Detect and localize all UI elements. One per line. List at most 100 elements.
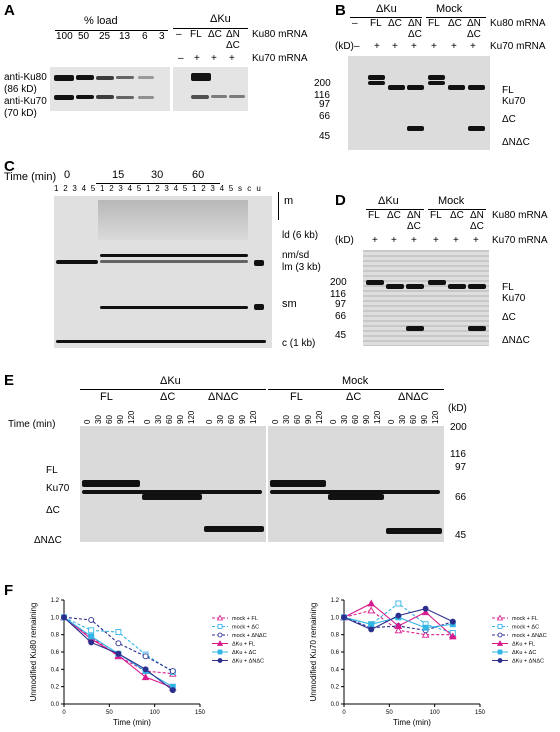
- anti-ku70-label: anti-Ku70: [4, 96, 47, 107]
- chart-ku70-remaining: 0.0 0.2 0.4 0.6 0.8 1.0 1.2 0 50 100 150 Time (min)…: [309, 598, 547, 727]
- e-time-label-tick: 90: [420, 415, 429, 424]
- c-lane-label: 5: [136, 184, 142, 193]
- e-time-label-tick: 0: [143, 419, 152, 424]
- c-lane-label: 5: [182, 184, 188, 193]
- x-axis-title: Time (min): [393, 718, 431, 727]
- b-ku80-opt-5: FL: [428, 18, 440, 29]
- anti-ku80-kd: (86 kD): [4, 84, 37, 95]
- data-point: [169, 668, 176, 675]
- chart-ku80-remaining: 0.0 0.2 0.4 0.6 0.8 1.0 1.2 0 50 100 150 Time (min)…: [29, 598, 267, 727]
- data-point: [449, 632, 457, 640]
- c-lane-label: 5: [90, 184, 96, 193]
- legend-label: mock + ΔNΔC: [232, 633, 267, 639]
- d-ku80-opt-2: ΔC: [387, 210, 401, 221]
- d-ku70-opt-1: +: [372, 235, 378, 246]
- data-point: [142, 666, 149, 673]
- b-ku70-opt-5: +: [431, 41, 437, 52]
- e-dku-fl: FL: [100, 391, 113, 403]
- data-point: [422, 624, 429, 631]
- b-ku70-opt-4: +: [411, 41, 417, 52]
- d-ku80-opt-1: FL: [368, 210, 380, 221]
- d-marker-45: 45: [335, 330, 347, 341]
- data-point: [142, 653, 149, 660]
- c-species-c: c (1 kb): [282, 338, 316, 349]
- legend-label: ΔKu + ΔNΔC: [512, 659, 544, 665]
- c-lane-label: 1: [146, 184, 151, 193]
- e-time-label-tick: 60: [165, 415, 174, 424]
- gel-a-dilution: [50, 67, 170, 111]
- c-time-30: 30: [151, 169, 164, 181]
- x-axis-title: Time (min): [113, 718, 151, 727]
- e-time-label-tick: 90: [116, 415, 125, 424]
- y-tick-label: 0.4: [51, 667, 60, 673]
- c-lane-label: u: [256, 184, 261, 193]
- data-point: [367, 599, 375, 607]
- data-point: [368, 626, 375, 633]
- data-point: [88, 639, 95, 646]
- legend-marker: [496, 614, 504, 621]
- c-lane-label: 4: [219, 184, 225, 193]
- legend-marker: [217, 658, 223, 663]
- e-time-label-tick: 120: [315, 410, 324, 424]
- b-band-fl: FL: [502, 85, 514, 96]
- data-point: [421, 630, 430, 638]
- a-ku70-opt-4: +: [229, 53, 235, 64]
- legend-marker: [217, 649, 223, 655]
- b-ku70-opt-7: +: [470, 41, 476, 52]
- data-point: [141, 673, 150, 681]
- b-ku80-opt-4: ΔN: [408, 18, 422, 29]
- y-tick-label: 0.4: [331, 667, 340, 673]
- percent-6: 6: [142, 31, 148, 42]
- c-lane-label: 4: [81, 184, 87, 193]
- b-marker-200: 200: [314, 78, 331, 89]
- e-band-ku70: Ku70: [46, 483, 70, 494]
- x-tick-label: 100: [150, 710, 161, 716]
- data-point: [88, 627, 95, 634]
- d-ku80-opt-5: ΔC: [450, 210, 464, 221]
- y-tick-label: 0.0: [331, 702, 340, 708]
- c-species-ld: ld (6 kb): [282, 230, 319, 241]
- b-dku-header: ΔKu: [376, 3, 397, 15]
- d-ku80-opt-6: ΔN: [470, 210, 484, 221]
- data-point: [394, 626, 403, 634]
- gel-d: [363, 250, 489, 346]
- d-kd-label: (kD): [335, 235, 354, 246]
- legend-label: ΔKu + ΔC: [512, 650, 536, 656]
- b-row-ku70-mrna: Ku70 mRNA: [490, 41, 546, 52]
- gel-e-dku: [80, 426, 266, 542]
- d-ku70-opt-5: +: [453, 235, 459, 246]
- d-sub-dc-1: ΔC: [407, 221, 421, 232]
- data-point: [394, 622, 403, 629]
- legend-marker: [497, 649, 503, 655]
- legend-marker: [497, 658, 503, 663]
- b-sub-dc-1: ΔC: [408, 29, 422, 40]
- e-time-label-tick: 60: [351, 415, 360, 424]
- legend-marker: [216, 640, 224, 646]
- c-lane-label: 4: [173, 184, 179, 193]
- y-tick-label: 0.0: [51, 702, 60, 708]
- c-lane-label: 3: [118, 184, 123, 193]
- b-marker-66: 66: [319, 111, 331, 122]
- e-marker-116: 116: [450, 449, 466, 460]
- b-band-dndc: ΔNΔC: [502, 137, 530, 148]
- data-point: [115, 650, 122, 657]
- e-dku-header: ΔKu: [160, 375, 181, 387]
- x-tick-label: 150: [195, 710, 206, 716]
- d-ku80-opt-3: ΔN: [407, 210, 421, 221]
- data-point: [368, 621, 375, 628]
- e-time-label-tick: 30: [398, 415, 407, 424]
- d-ku70-opt-4: +: [433, 235, 439, 246]
- e-time-label-tick: 30: [282, 415, 291, 424]
- y-tick-label: 0.2: [331, 685, 340, 691]
- legend-marker: [496, 640, 504, 646]
- e-time-label-tick: 90: [362, 415, 371, 424]
- b-ku70-opt-6: +: [451, 41, 457, 52]
- b-ku80-opt-1: –: [352, 18, 358, 29]
- d-ku70-opt-3: +: [411, 235, 417, 246]
- d-ku70-opt-2: +: [391, 235, 397, 246]
- c-lane-label: 3: [72, 184, 77, 193]
- e-kd-label: (kD): [448, 403, 467, 414]
- x-tick-label: 0: [342, 710, 346, 716]
- c-lane-label: s: [238, 184, 242, 193]
